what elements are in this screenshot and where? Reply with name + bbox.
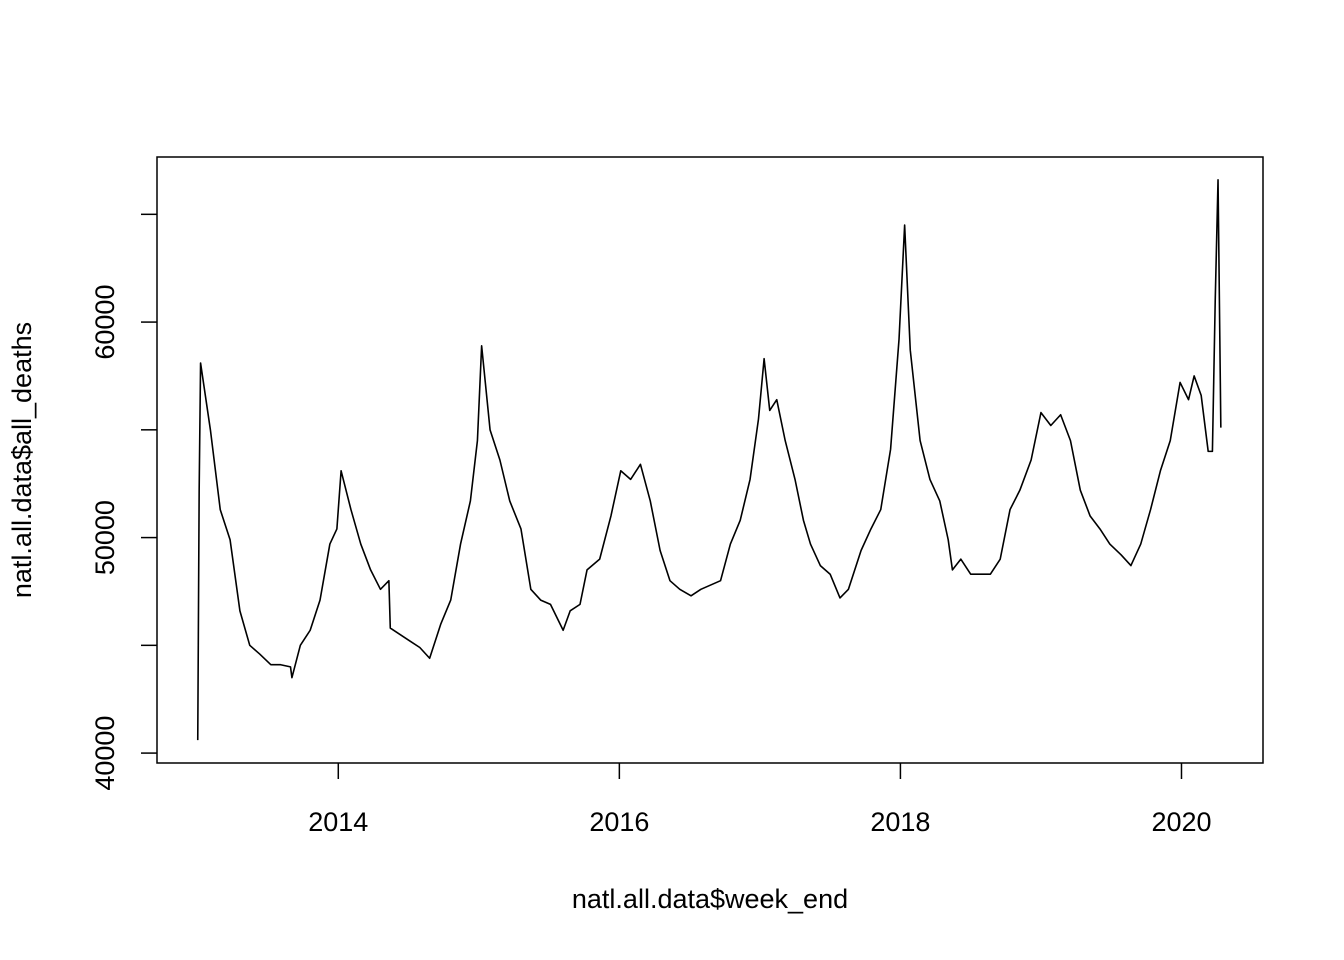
x-tick-label: 2016: [589, 807, 649, 837]
series-line: [196, 179, 1222, 741]
x-tick-label: 2020: [1151, 807, 1211, 837]
x-axis-label: natl.all.data$week_end: [572, 884, 848, 914]
x-tick-label: 2018: [870, 807, 930, 837]
y-tick-label: 50000: [90, 500, 120, 575]
y-tick-label: 60000: [90, 285, 120, 360]
y-axis-label: natl.all.data$all_deaths: [7, 322, 37, 598]
x-tick-label: 2014: [308, 807, 368, 837]
plot-box: [156, 156, 1264, 764]
y-tick-label: 40000: [90, 716, 120, 791]
